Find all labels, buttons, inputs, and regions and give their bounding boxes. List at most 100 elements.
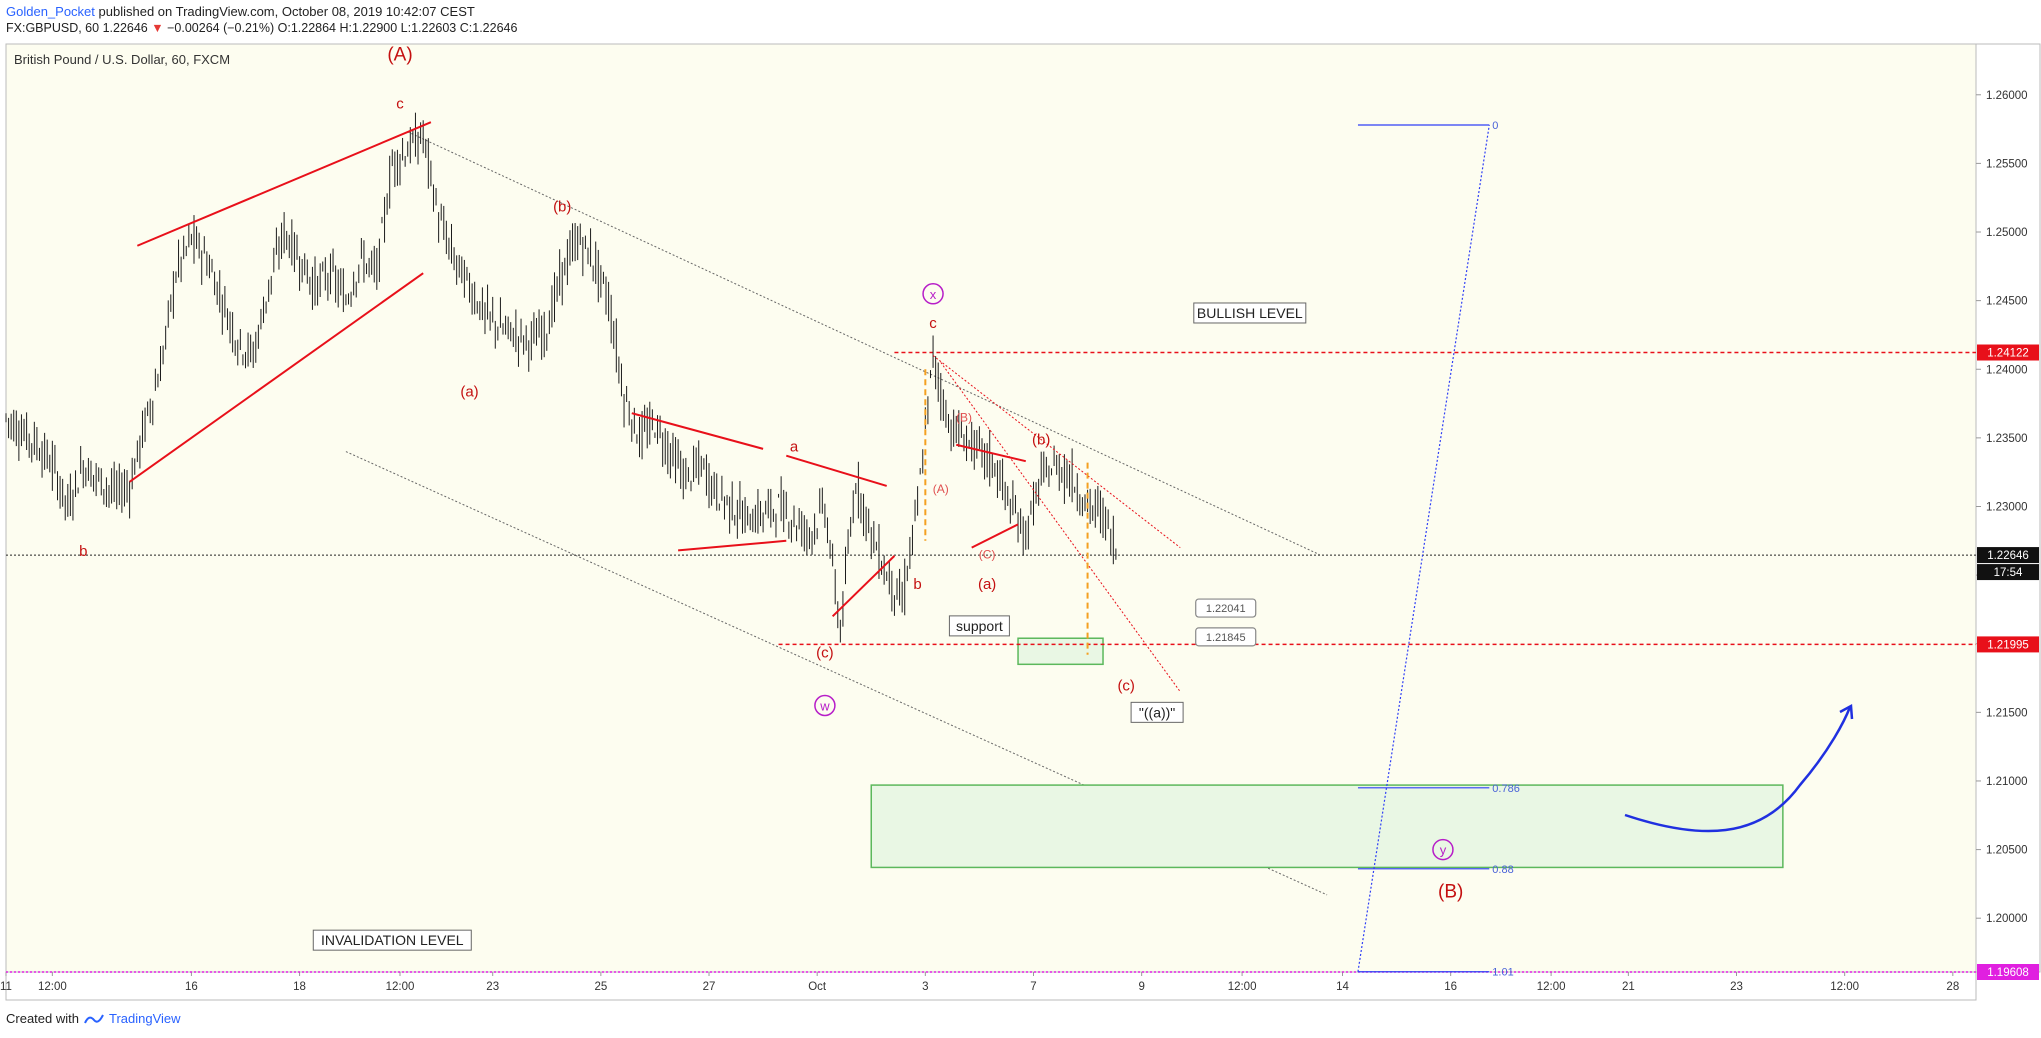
close-value: 1.22646 — [472, 21, 518, 35]
wave-label: (b) — [1032, 432, 1050, 449]
time-tick-label: 25 — [594, 981, 607, 993]
ohlc-line: FX:GBPUSD, 60 1.22646 ▼ −0.00264 (−0.21%… — [6, 21, 518, 35]
publisher-line: Golden_Pocket published on TradingView.c… — [6, 4, 517, 20]
wave-label: b — [79, 543, 87, 560]
wave-circle-label: x — [930, 287, 937, 302]
wave-label: c — [929, 315, 937, 332]
symbol: FX:GBPUSD, 60 — [6, 21, 100, 35]
time-tick-label: 27 — [703, 981, 716, 993]
time-axis-panel — [5, 971, 1977, 1001]
chart-footer: Created with TradingView — [6, 1011, 181, 1026]
triangle-upper-line — [631, 412, 764, 450]
price-tick-label: 1.25500 — [1986, 158, 2028, 170]
time-tick-label: 11 — [0, 981, 12, 993]
price-callout-text: 1.21845 — [1206, 632, 1246, 644]
wave-circle — [814, 694, 836, 717]
time-tick-label: 12:00 — [38, 981, 67, 993]
high-value: 1.22900 — [351, 21, 398, 35]
support-box — [948, 615, 1010, 637]
horizontal-levels — [6, 351, 1976, 973]
price-tick-label: 1.20500 — [1986, 845, 2028, 857]
wave-label: (B) — [1438, 882, 1463, 903]
low-value: 1.22603 — [411, 21, 457, 35]
invalidation-price-tag — [1977, 964, 2039, 980]
time-tick-label: 12:00 — [1537, 981, 1566, 993]
wave-pattern-lines — [129, 121, 1181, 693]
wave-label: c — [396, 96, 404, 113]
fib-level-label: 0 — [1492, 120, 1498, 132]
current-price-text: 1.22646 — [1987, 550, 2029, 562]
time-tick-label: 12:00 — [1830, 981, 1859, 993]
small-lower-line — [971, 523, 1019, 549]
price-callout-text: 1.22041 — [1206, 603, 1246, 615]
time-tick-label: 12:00 — [386, 981, 415, 993]
wave-circle — [1432, 838, 1454, 861]
fib-level-label: 0.786 — [1492, 783, 1520, 795]
fibonacci-levels: 0 0.786 0.88 1.01 — [1357, 120, 1520, 979]
wave-label: (A) — [387, 44, 412, 65]
a-quote-text: "((a))" — [1139, 704, 1175, 720]
chart-title: British Pound / U.S. Dollar, 60, FXCM — [14, 52, 230, 67]
wave-label: (B) — [956, 410, 972, 424]
price-tick-label: 1.24000 — [1986, 364, 2028, 376]
invalidation-price-text: 1.19608 — [1987, 967, 2029, 979]
last-price: 1.22646 — [102, 21, 148, 35]
time-tick-label: 21 — [1622, 981, 1635, 993]
price-tick-label: 1.25000 — [1986, 227, 2028, 239]
open-value: 1.22864 — [290, 21, 336, 35]
fib-level-label: 0.88 — [1492, 864, 1513, 876]
time-tick-label: 23 — [486, 981, 499, 993]
price-bars — [5, 112, 1117, 643]
fib-level-label: 1.01 — [1492, 967, 1513, 979]
wave-circle-label: y — [1440, 843, 1447, 858]
channel-upper-line — [407, 131, 1320, 555]
time-tick-label: 28 — [1946, 981, 1959, 993]
price-tick-label: 1.21500 — [1986, 707, 2028, 719]
wedge-lower-line — [129, 272, 424, 483]
tradingview-link[interactable]: TradingView — [108, 1011, 181, 1026]
wave-labels: (A) c b (b) (a) a b (c) c (B) (A) (C) (b) (a) (c) (B) x w… — [79, 44, 1463, 902]
wave-label: (a) — [978, 576, 996, 593]
wave-label: (b) — [553, 198, 571, 215]
time-tick-label: 18 — [293, 981, 306, 993]
fib-trend-line — [1357, 124, 1490, 972]
time-tick-label: 3 — [922, 981, 928, 993]
time-tick-label: 23 — [1730, 981, 1743, 993]
wave-label: a — [790, 439, 799, 456]
wave-label: (C) — [979, 548, 996, 562]
time-tick-label: 12:00 — [1228, 981, 1257, 993]
price-tick-label: 1.23500 — [1986, 433, 2028, 445]
wave-label: (c) — [816, 644, 834, 661]
wave-label: (a) — [460, 384, 478, 401]
time-tick-label: 16 — [1444, 981, 1457, 993]
price-tick-label: 1.23000 — [1986, 501, 2028, 513]
price-tick-label: 1.26000 — [1986, 90, 2028, 102]
countdown-text: 17:54 — [1994, 567, 2023, 579]
wave-label: (c) — [1117, 677, 1135, 694]
published-info: published on TradingView.com, October 08… — [98, 4, 475, 19]
author-link[interactable]: Golden_Pocket — [6, 4, 95, 19]
created-with-label: Created with — [6, 1011, 79, 1026]
wave-label: b — [913, 576, 921, 593]
chart-header: Golden_Pocket published on TradingView.c… — [6, 4, 517, 36]
invalidation-level-box — [312, 929, 472, 951]
wave-circle-label: w — [819, 698, 830, 713]
time-tick-label: 9 — [1138, 981, 1144, 993]
wave-label: (A) — [933, 482, 949, 496]
countdown-tag — [1977, 564, 2039, 581]
triangle-lower-line — [678, 539, 787, 552]
invalidation-level-text: INVALIDATION LEVEL — [321, 932, 464, 948]
time-tick-label: 14 — [1336, 981, 1349, 993]
bullish-level-box — [1193, 302, 1307, 324]
time-tick-label: Oct — [808, 981, 827, 993]
bullish-price-tag — [1977, 344, 2039, 361]
price-change: −0.00264 (−0.21%) — [167, 21, 275, 35]
axis-ticks: 1.26000 1.25500 1.25000 1.24500 1.24000 1.235… — [0, 90, 2028, 993]
time-tick-label: 16 — [185, 981, 198, 993]
target-zone-large — [870, 784, 1784, 869]
bullish-price-text: 1.24122 — [1987, 348, 2029, 360]
a-quote-box — [1130, 701, 1184, 723]
projection-arrow — [1624, 706, 1852, 833]
wave-circle — [922, 283, 944, 305]
